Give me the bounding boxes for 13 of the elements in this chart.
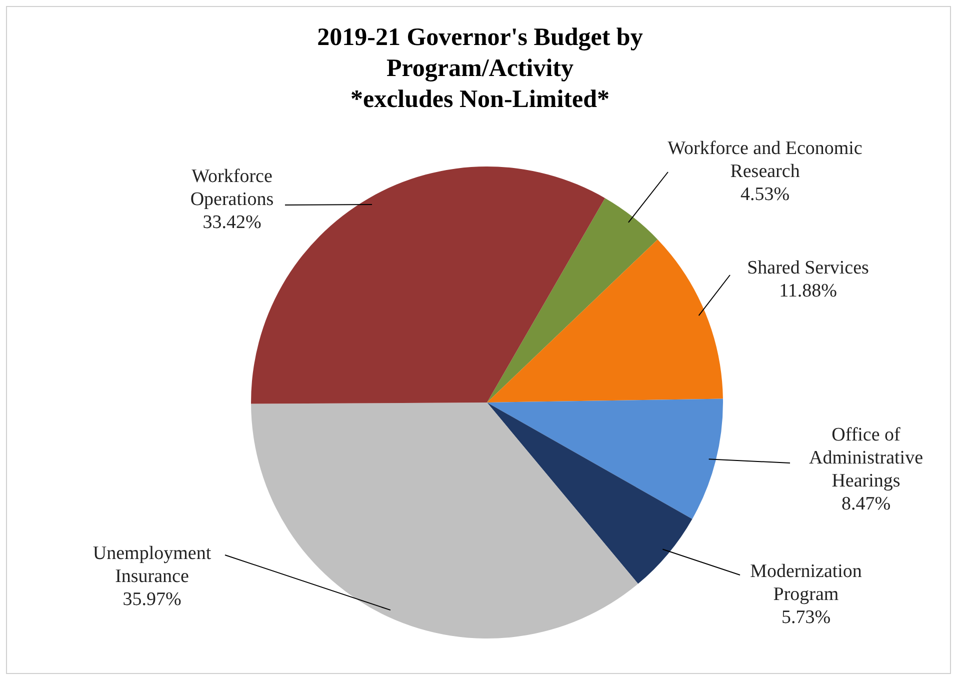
- slice-label: Office of Administrative Hearings: [809, 424, 923, 492]
- data-label: 8.47%: [841, 493, 891, 514]
- data-label: 4.53%: [740, 184, 790, 205]
- chart-title: 2019-21 Governor's Budget by Program/Activity *excludes Non-Limited*: [316, 23, 644, 115]
- data-label: 5.73%: [781, 606, 831, 628]
- slice-label: Workforce and Economic Research: [668, 138, 862, 182]
- data-label: 33.42%: [202, 212, 262, 233]
- data-label: 35.97%: [122, 588, 182, 610]
- slice-label: Modernization Program: [750, 560, 862, 605]
- data-label: 11.88%: [779, 280, 838, 302]
- slice-label: Shared Services: [747, 257, 869, 278]
- slice-label: Workforce Operations: [190, 166, 274, 210]
- slice-label: Unemployment Insurance: [92, 542, 212, 587]
